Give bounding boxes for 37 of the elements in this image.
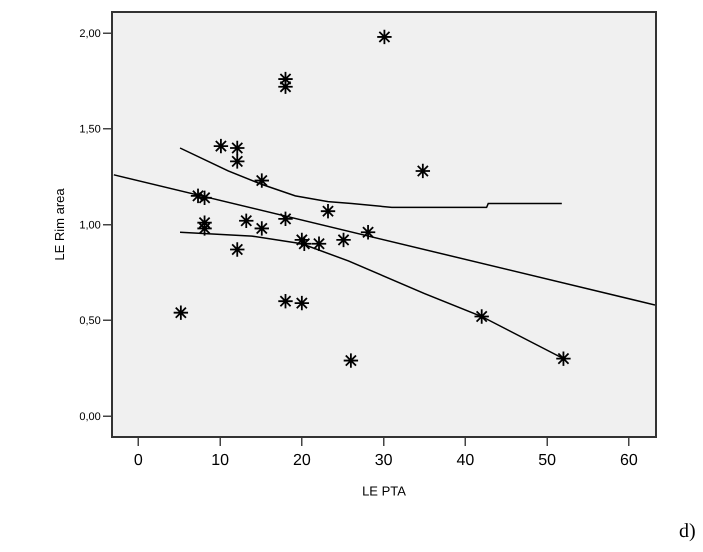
- point: [555, 350, 572, 367]
- x-tick-label: 10: [211, 452, 230, 470]
- point: [414, 162, 431, 180]
- point: [229, 140, 246, 156]
- point: [342, 352, 359, 369]
- x-tick-label: 50: [538, 452, 556, 470]
- point: [376, 28, 393, 46]
- point: [238, 212, 254, 229]
- point: [294, 232, 310, 248]
- y-tick-label: 1,00: [79, 219, 101, 232]
- point: [254, 220, 270, 237]
- x-tick-label: 60: [620, 452, 638, 470]
- point: [212, 138, 230, 154]
- point: [335, 232, 352, 248]
- point: [229, 241, 246, 258]
- point: [172, 304, 189, 321]
- point: [310, 236, 328, 252]
- x-tick-label: 20: [292, 452, 311, 470]
- point: [296, 236, 312, 252]
- y-axis-title: LE Rim area: [52, 188, 67, 261]
- point: [320, 203, 336, 220]
- y-tick-label: 2,00: [79, 28, 101, 40]
- y-tick-label: 0,00: [79, 410, 101, 423]
- point: [277, 293, 294, 310]
- point: [360, 224, 376, 240]
- y-tick-label: 0,50: [79, 315, 101, 328]
- x-tick-label: 0: [134, 452, 143, 470]
- text: d): [679, 520, 696, 542]
- point: [277, 210, 294, 227]
- x-axis-title: LE PTA: [362, 483, 406, 498]
- point: [294, 295, 310, 312]
- y-tick-label: 1,50: [79, 124, 101, 136]
- point: [229, 153, 246, 170]
- point: [254, 172, 270, 189]
- point: [474, 308, 490, 325]
- x-tick-label: 40: [456, 452, 474, 470]
- x-tick-label: 30: [374, 452, 393, 470]
